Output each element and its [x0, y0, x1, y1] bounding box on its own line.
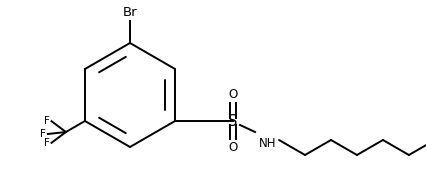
- Text: NH: NH: [259, 137, 276, 150]
- Text: Br: Br: [123, 6, 137, 19]
- Text: O: O: [228, 88, 238, 101]
- Text: O: O: [228, 141, 238, 154]
- Text: F: F: [43, 138, 49, 148]
- Text: F: F: [43, 116, 49, 126]
- Text: F: F: [40, 129, 46, 139]
- Text: S: S: [228, 114, 238, 129]
